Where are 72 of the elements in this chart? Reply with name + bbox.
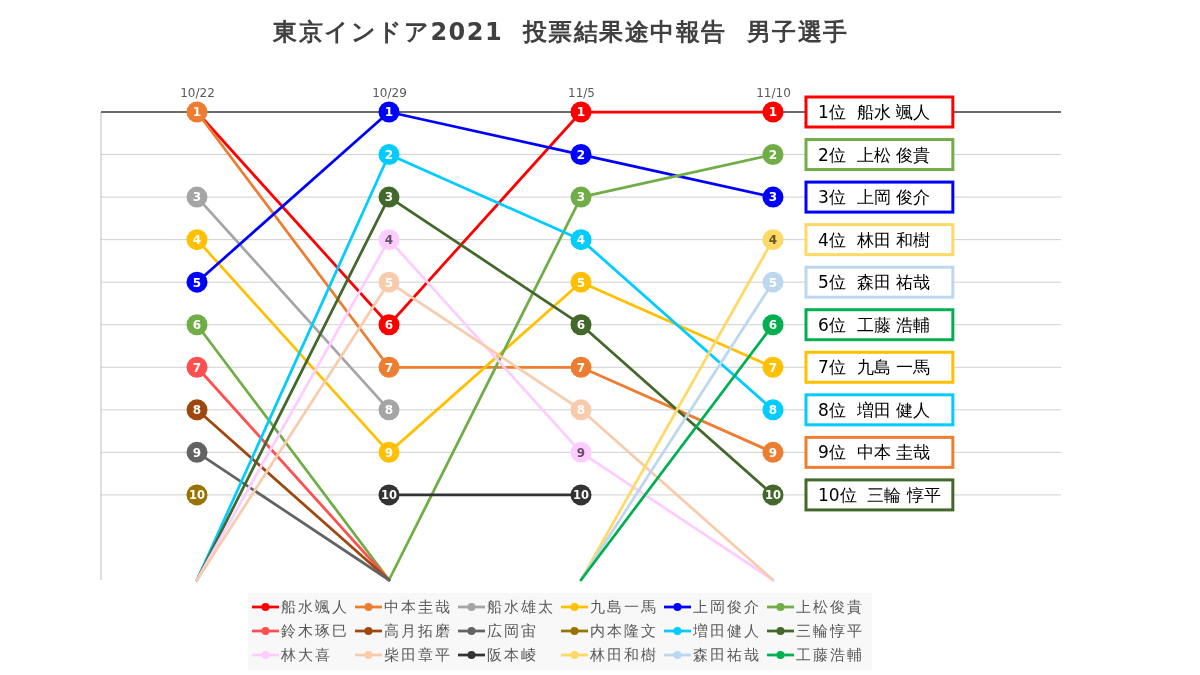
legend-label: 林大喜	[280, 646, 332, 665]
data-label: 5	[384, 275, 394, 290]
data-label: 8	[384, 403, 394, 418]
legend-label: 船水雄太	[487, 598, 555, 617]
legend-label: 内本隆文	[590, 622, 658, 641]
x-tick-label: 10/22	[180, 86, 215, 100]
data-label: 8	[192, 403, 202, 418]
legend-label: 阪本崚	[487, 646, 538, 665]
data-label: 7	[384, 360, 394, 375]
chart-title: 東京インドア2021 投票結果途中報告 男子選手	[272, 18, 849, 46]
data-label: 1	[384, 105, 394, 120]
data-label: 3	[576, 190, 586, 205]
data-label: 10	[188, 488, 206, 503]
data-label: 2	[768, 147, 778, 162]
data-label: 3	[384, 190, 394, 205]
data-label: 9	[384, 445, 394, 460]
y-tick-label: 8位 増田 健人	[818, 399, 931, 420]
data-label: 4	[192, 232, 202, 247]
data-label: 7	[192, 360, 202, 375]
data-label: 8	[768, 403, 778, 418]
data-label: 1	[768, 105, 778, 120]
y-tick-label: 4位 林田 和樹	[818, 229, 931, 250]
legend-label: 上岡俊介	[693, 598, 761, 617]
x-tick-label: 10/29	[372, 86, 407, 100]
data-label: 4	[384, 232, 394, 247]
data-label: 1	[192, 105, 202, 120]
legend-label: 柴田章平	[384, 646, 452, 665]
legend-label: 船水颯人	[281, 598, 349, 617]
data-label: 3	[768, 190, 778, 205]
data-label: 5	[768, 275, 778, 290]
data-label: 6	[576, 318, 586, 333]
legend-label: 林田和樹	[589, 646, 658, 665]
data-label: 4	[576, 232, 586, 247]
data-label: 9	[768, 445, 778, 460]
data-label: 4	[768, 232, 778, 247]
legend-label: 高月拓磨	[384, 622, 452, 641]
data-label: 9	[192, 445, 202, 460]
y-tick-label: 3位 上岡 俊介	[818, 187, 931, 208]
data-label: 3	[192, 190, 202, 205]
data-label: 6	[384, 318, 394, 333]
legend-label: 鈴木琢巳	[281, 622, 349, 641]
data-label: 6	[768, 318, 778, 333]
legend-label: 九島一馬	[590, 598, 658, 617]
x-tick-label: 11/10	[756, 86, 791, 100]
y-tick-label: 2位 上松 俊貴	[818, 144, 931, 165]
data-label: 2	[384, 147, 394, 162]
legend-label: 中本圭哉	[384, 598, 452, 617]
y-tick-label: 7位 九島 一馬	[818, 357, 931, 378]
data-label: 7	[576, 360, 586, 375]
y-tick-label: 9位 中本 圭哉	[818, 442, 931, 463]
data-label: 5	[192, 275, 202, 290]
y-tick-label: 1位 船水 颯人	[818, 102, 931, 123]
y-tick-label: 5位 森田 祐哉	[818, 272, 931, 293]
data-label: 10	[764, 488, 782, 503]
legend-label: 工藤浩輔	[796, 646, 864, 665]
y-tick-label: 10位 三輪 惇平	[818, 485, 941, 506]
legend-label: 上松俊貴	[796, 598, 864, 617]
data-label: 10	[572, 488, 590, 503]
data-label: 6	[192, 318, 202, 333]
data-label: 9	[576, 445, 586, 460]
legend-label: 増田健人	[692, 622, 761, 641]
legend-label: 三輪惇平	[796, 622, 864, 641]
data-label: 2	[576, 147, 586, 162]
y-tick-label: 6位 工藤 浩輔	[818, 314, 931, 335]
data-label: 8	[576, 403, 586, 418]
legend-label: 広岡宙	[487, 622, 538, 641]
data-label: 1	[576, 105, 586, 120]
data-label: 5	[576, 275, 586, 290]
data-label: 10	[380, 488, 398, 503]
legend-label: 森田祐哉	[693, 646, 761, 665]
x-tick-label: 11/5	[568, 86, 595, 100]
data-label: 7	[768, 360, 778, 375]
